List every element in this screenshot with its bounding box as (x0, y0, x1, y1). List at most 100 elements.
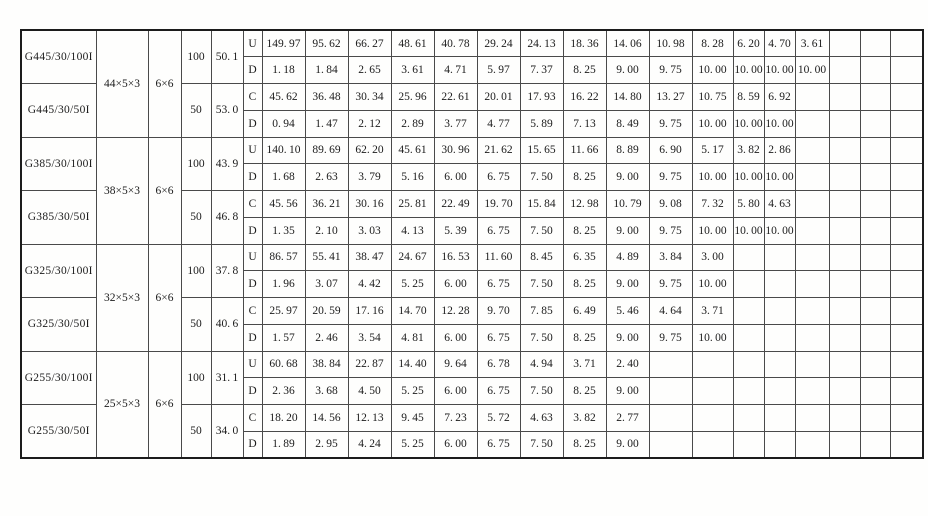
value-cell: 4. 63 (519, 404, 564, 432)
value-cell: 2. 36 (261, 377, 306, 405)
row-letter-cell: U (242, 29, 263, 58)
value-cell: 9. 00 (605, 377, 650, 405)
value-cell: 2. 86 (763, 136, 796, 165)
value-cell: 10. 00 (763, 56, 796, 84)
value-cell: 3. 54 (347, 323, 392, 352)
value-cell: 1. 84 (304, 56, 349, 84)
value-cell: 38. 84 (304, 350, 349, 379)
coef-cell: 43. 9 (210, 136, 244, 191)
empty-cell (794, 243, 830, 272)
value-cell: 45. 61 (390, 136, 435, 165)
value-cell: 86. 57 (261, 243, 306, 272)
empty-cell (828, 323, 861, 352)
empty-cell (889, 323, 924, 352)
value-cell: 2. 40 (605, 350, 650, 379)
table-row: G255/30/100I 25×5×3 6×6 100 31. 1 U 60. 68 38. … (20, 350, 924, 459)
value-cell: 5. 72 (476, 404, 521, 432)
table-row: D 1. 35 2. 10 3. 03 4. 13 5. 39 6. 75 7. 50 8. 2… (21, 216, 924, 245)
value-cell: 6. 00 (433, 377, 478, 405)
empty-cell (828, 404, 861, 432)
value-cell: 16. 53 (433, 243, 478, 272)
row-letter-cell: D (242, 56, 263, 84)
value-cell: 4. 77 (476, 109, 521, 138)
value-cell: 7. 32 (691, 190, 734, 218)
value-cell: 9. 75 (648, 109, 693, 138)
value-cell: 5. 39 (433, 216, 478, 245)
empty-cell (648, 404, 693, 432)
empty-cell (859, 404, 891, 432)
empty-cell (794, 83, 830, 111)
value-cell: 6. 75 (476, 163, 521, 191)
empty-cell (889, 29, 924, 58)
value-cell: 3. 71 (691, 297, 734, 325)
coef-cell: 31. 1 (210, 350, 244, 405)
value-cell: 10. 00 (763, 109, 796, 138)
value-cell: 8. 89 (605, 136, 650, 165)
model-cell: G385/30/50I (20, 190, 97, 245)
empty-cell (732, 323, 765, 352)
value-cell: 13. 27 (648, 83, 693, 111)
empty-cell (763, 270, 796, 298)
value-cell: 7. 50 (519, 270, 564, 298)
model-cell: G445/30/100I (20, 29, 97, 84)
value-cell: 11. 60 (476, 243, 521, 272)
row-letter-cell: D (242, 323, 263, 352)
empty-cell (889, 109, 924, 138)
value-cell: 1. 89 (261, 430, 306, 459)
value-cell: 7. 50 (519, 163, 564, 191)
value-cell: 7. 23 (433, 404, 478, 432)
empty-cell (828, 109, 861, 138)
value-cell: 15. 84 (519, 190, 564, 218)
value-cell: 9. 75 (648, 216, 693, 245)
size-cell: 25×5×3 (95, 350, 149, 459)
mesh-cell: 6×6 (147, 136, 182, 245)
empty-cell (648, 350, 693, 379)
value-cell: 12. 13 (347, 404, 392, 432)
value-cell: 9. 45 (390, 404, 435, 432)
value-cell: 3. 77 (433, 109, 478, 138)
value-cell: 2. 10 (304, 216, 349, 245)
coef-cell: 50. 1 (210, 29, 244, 84)
value-cell: 21. 62 (476, 136, 521, 165)
empty-cell (889, 270, 924, 298)
empty-cell (794, 404, 830, 432)
empty-cell (859, 297, 891, 325)
value-cell: 8. 25 (562, 323, 607, 352)
value-cell: 9. 75 (648, 163, 693, 191)
qty-cell: 100 (180, 350, 212, 405)
qty-cell: 100 (180, 29, 212, 84)
empty-cell (859, 56, 891, 84)
qty-cell: 100 (180, 243, 212, 298)
empty-cell (732, 350, 765, 379)
value-cell: 5. 25 (390, 270, 435, 298)
empty-cell (828, 430, 861, 459)
value-cell: 62. 20 (347, 136, 392, 165)
value-cell: 11. 66 (562, 136, 607, 165)
value-cell: 4. 42 (347, 270, 392, 298)
qty-cell: 50 (180, 297, 212, 352)
mesh-cell: 6×6 (147, 243, 182, 352)
row-letter-cell: U (242, 136, 263, 165)
empty-cell (828, 216, 861, 245)
empty-cell (794, 163, 830, 191)
empty-cell (859, 83, 891, 111)
empty-cell (732, 377, 765, 405)
value-cell: 7. 37 (519, 56, 564, 84)
value-cell: 18. 36 (562, 29, 607, 58)
row-letter-cell: C (242, 83, 263, 111)
value-cell: 6. 00 (433, 163, 478, 191)
data-table: G445/30/100I 44×5×3 6×6 100 50. 1 U 149. 97 95.… (20, 29, 924, 459)
value-cell: 8. 25 (562, 270, 607, 298)
value-cell: 45. 56 (261, 190, 306, 218)
empty-cell (828, 350, 861, 379)
empty-cell (648, 377, 693, 405)
value-cell: 10. 00 (691, 216, 734, 245)
empty-cell (763, 243, 796, 272)
value-cell: 5. 97 (476, 56, 521, 84)
value-cell: 14. 70 (390, 297, 435, 325)
empty-cell (763, 377, 796, 405)
value-cell: 5. 16 (390, 163, 435, 191)
coef-cell: 37. 8 (210, 243, 244, 298)
empty-cell (794, 216, 830, 245)
value-cell: 10. 79 (605, 190, 650, 218)
